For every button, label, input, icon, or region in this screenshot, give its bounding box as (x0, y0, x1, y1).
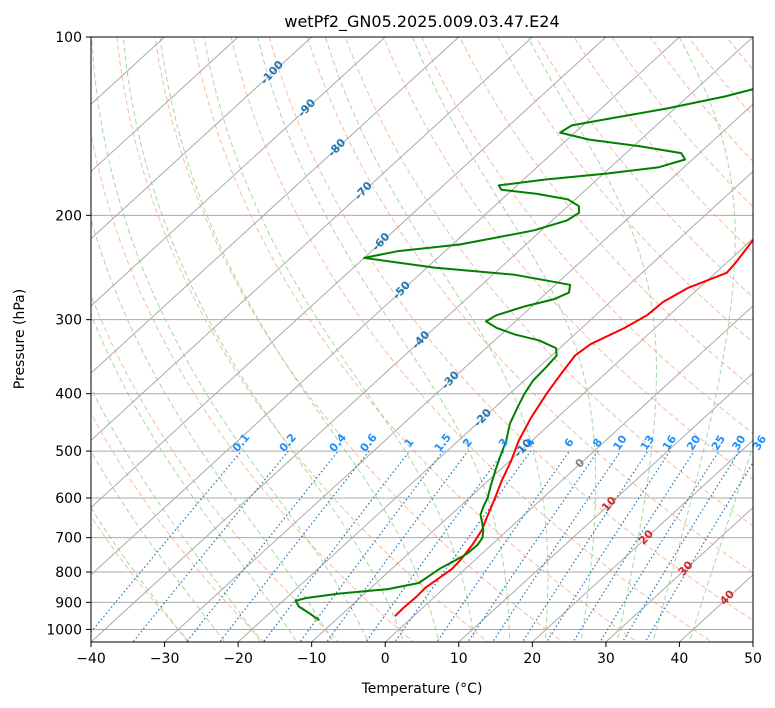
moist-adiabat-line (527, 37, 657, 642)
isotherm-line (91, 37, 313, 240)
moist-adiabat-line (257, 37, 511, 642)
x-tick-label: −10 (297, 651, 327, 667)
isotherms (91, 37, 753, 642)
moist-adiabat-line (412, 37, 597, 642)
x-tick-label: −30 (150, 651, 180, 667)
x-tick-label: 10 (450, 651, 468, 667)
mixing-ratio-line (491, 450, 622, 642)
y-tick-label: 700 (55, 531, 82, 547)
y-tick-label: 600 (55, 491, 82, 507)
x-tick-label: −20 (223, 651, 253, 667)
dry-adiabat-line (116, 37, 489, 642)
y-tick-label: 400 (55, 387, 82, 403)
isotherm-line (91, 37, 386, 307)
mixing-ratio-line (132, 450, 289, 642)
x-tick-label: 0 (381, 651, 390, 667)
mixing-ratio-line (621, 450, 740, 642)
isotherm-line (310, 237, 753, 642)
x-tick-label: 40 (670, 651, 688, 667)
mixing-ratio-line (393, 450, 532, 642)
pressure-gridlines (91, 37, 753, 630)
mixing-ratio-line (521, 450, 649, 642)
dewpoint-profile (294, 88, 753, 622)
isotherm-line (237, 170, 753, 642)
dry-adiabat-line (91, 131, 415, 642)
x-tick-label: 20 (523, 651, 541, 667)
y-tick-label: 1000 (46, 622, 82, 638)
dry-adiabat-line (91, 515, 191, 642)
y-tick-label: 300 (55, 313, 82, 329)
moist-adiabat-line (91, 313, 298, 642)
mixing-ratio-line (262, 450, 410, 642)
sounding-profiles (294, 88, 753, 622)
y-axis-ticks: 100 200 300 400 500 600 700 800 900 1000 (46, 30, 91, 638)
mixing-ratio-line (545, 450, 671, 642)
mixing-ratio-lines (91, 450, 753, 642)
isotherm-line (91, 37, 239, 173)
mixing-ratio-line (467, 450, 599, 642)
y-tick-label: 800 (55, 565, 82, 581)
y-tick-label: 100 (55, 30, 82, 46)
dry-adiabat-line (344, 37, 753, 527)
isotherm-line (91, 37, 681, 576)
mixing-ratio-line (436, 450, 570, 642)
isotherm-line (91, 37, 607, 509)
x-tick-label: −40 (76, 651, 106, 667)
plot-area: -100-90-80-70-60-50-40-30-20-10010203040… (46, 30, 769, 667)
y-tick-label: 900 (55, 595, 82, 611)
isotherm-line (163, 103, 753, 642)
isotherm-line (531, 439, 753, 642)
mixing-ratio-line (365, 450, 505, 642)
x-tick-label: 50 (744, 651, 762, 667)
plot-frame (90, 36, 754, 643)
y-tick-label: 500 (55, 444, 82, 460)
x-axis-label: Temperature (°C) (361, 681, 483, 697)
mixing-ratio-line (572, 450, 695, 642)
moist-adiabat-line (91, 37, 369, 642)
isotherm-line (384, 305, 753, 642)
isotherm-line (605, 506, 753, 642)
dry-adiabat-line (421, 37, 753, 435)
mixing-ratio-line (644, 461, 753, 642)
mixing-ratio-line (185, 450, 339, 642)
dry-adiabat-line (535, 37, 753, 298)
isotherm-line (91, 37, 753, 642)
x-tick-label: 30 (597, 651, 615, 667)
chart-title: wetPf2_GN05.2025.009.03.47.E24 (284, 12, 559, 32)
isotherm-line (91, 37, 460, 374)
x-axis-ticks: −40 −30 −20 −10 0 10 20 30 40 50 (76, 642, 762, 667)
mixing-ratio-line (599, 450, 720, 642)
dry-adiabat-line (91, 412, 265, 642)
dry-adiabat-line (497, 37, 753, 344)
isotherm-line (458, 372, 753, 642)
isotherm-line (91, 37, 534, 442)
temperature-profile (394, 238, 753, 617)
y-tick-label: 200 (55, 208, 82, 224)
y-axis-label: Pressure (hPa) (12, 289, 28, 389)
